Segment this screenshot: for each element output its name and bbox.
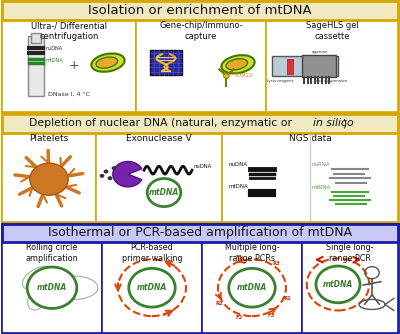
- Circle shape: [224, 73, 229, 78]
- FancyBboxPatch shape: [2, 224, 398, 242]
- Text: mtRNA: mtRNA: [312, 185, 331, 190]
- Text: +: +: [69, 59, 79, 72]
- Circle shape: [129, 269, 175, 307]
- FancyBboxPatch shape: [302, 242, 398, 333]
- FancyBboxPatch shape: [222, 133, 398, 222]
- FancyBboxPatch shape: [2, 1, 398, 20]
- FancyBboxPatch shape: [202, 242, 302, 333]
- FancyBboxPatch shape: [2, 114, 398, 222]
- Text: mtDNA: mtDNA: [46, 58, 64, 63]
- FancyBboxPatch shape: [28, 36, 44, 96]
- FancyBboxPatch shape: [302, 55, 336, 77]
- Text: mtDNA: mtDNA: [37, 283, 67, 292]
- Circle shape: [27, 267, 77, 309]
- Circle shape: [100, 174, 104, 178]
- FancyBboxPatch shape: [136, 20, 266, 112]
- Circle shape: [108, 176, 112, 180]
- FancyBboxPatch shape: [266, 20, 398, 112]
- FancyBboxPatch shape: [150, 50, 182, 75]
- Ellipse shape: [91, 53, 125, 72]
- Text: mtDNA: mtDNA: [137, 283, 167, 292]
- Circle shape: [147, 178, 181, 206]
- Text: R3: R3: [272, 261, 280, 266]
- Ellipse shape: [226, 59, 248, 70]
- Text: Single long-
range PCR: Single long- range PCR: [326, 243, 374, 263]
- FancyBboxPatch shape: [2, 114, 398, 133]
- Text: Ultra-/ Differential
centrifugation: Ultra-/ Differential centrifugation: [31, 21, 107, 41]
- Text: mtDNA: mtDNA: [229, 184, 248, 189]
- FancyBboxPatch shape: [272, 56, 338, 76]
- Text: Depletion of nuclear DNA (natural, enzymatic or: Depletion of nuclear DNA (natural, enzym…: [29, 118, 296, 128]
- FancyBboxPatch shape: [2, 1, 398, 112]
- FancyBboxPatch shape: [2, 20, 136, 112]
- Circle shape: [112, 166, 116, 170]
- Text: lysis reagent: lysis reagent: [267, 79, 293, 83]
- Ellipse shape: [96, 57, 118, 68]
- Text: R2: R2: [215, 301, 223, 306]
- Text: nuDNA: nuDNA: [194, 164, 212, 169]
- Text: SageHLS gel
cassette: SageHLS gel cassette: [306, 21, 358, 41]
- Text: Isolation or enrichment of mtDNA: Isolation or enrichment of mtDNA: [88, 4, 312, 17]
- Ellipse shape: [221, 55, 255, 73]
- Text: Platelets: Platelets: [29, 134, 69, 143]
- Text: Exonuclease V: Exonuclease V: [126, 134, 192, 143]
- FancyBboxPatch shape: [96, 133, 222, 222]
- Text: nuDNA: nuDNA: [229, 162, 248, 167]
- Text: mtDNA: mtDNA: [149, 188, 179, 197]
- Text: mtDNA: mtDNA: [323, 280, 353, 289]
- Text: Rolling circle
amplification: Rolling circle amplification: [26, 243, 78, 263]
- Text: Isothermal or PCR-based amplification of mtDNA: Isothermal or PCR-based amplification of…: [48, 226, 352, 239]
- Text: TOM22: TOM22: [235, 73, 254, 78]
- Text: mtDNA: mtDNA: [237, 283, 267, 292]
- Text: DNase I, 4 °C: DNase I, 4 °C: [48, 92, 90, 97]
- Text: F3: F3: [267, 313, 275, 318]
- Text: in silico: in silico: [313, 118, 354, 128]
- Text: ): ): [342, 118, 346, 128]
- FancyBboxPatch shape: [102, 242, 202, 333]
- Text: nuRNA: nuRNA: [312, 162, 331, 167]
- Text: NGS data: NGS data: [289, 134, 331, 143]
- Text: F2: F2: [235, 315, 243, 320]
- FancyBboxPatch shape: [287, 59, 293, 74]
- FancyBboxPatch shape: [2, 224, 398, 333]
- Text: agarose: agarose: [312, 50, 328, 53]
- Circle shape: [30, 163, 68, 195]
- Text: Gene-chip/Immuno-
capture: Gene-chip/Immuno- capture: [159, 21, 243, 41]
- Wedge shape: [113, 162, 142, 187]
- Text: F1: F1: [235, 256, 243, 261]
- Circle shape: [316, 266, 360, 303]
- Text: nuDNA: nuDNA: [46, 46, 63, 51]
- FancyBboxPatch shape: [31, 32, 41, 43]
- Text: cell suspension: cell suspension: [316, 79, 348, 83]
- Text: Multiple long-
range PCRs: Multiple long- range PCRs: [225, 243, 279, 263]
- FancyBboxPatch shape: [2, 242, 102, 333]
- Text: PCR-based
primer walking: PCR-based primer walking: [122, 243, 182, 263]
- Text: R1: R1: [284, 296, 292, 301]
- Circle shape: [229, 269, 275, 307]
- Circle shape: [104, 169, 108, 173]
- FancyBboxPatch shape: [2, 133, 96, 222]
